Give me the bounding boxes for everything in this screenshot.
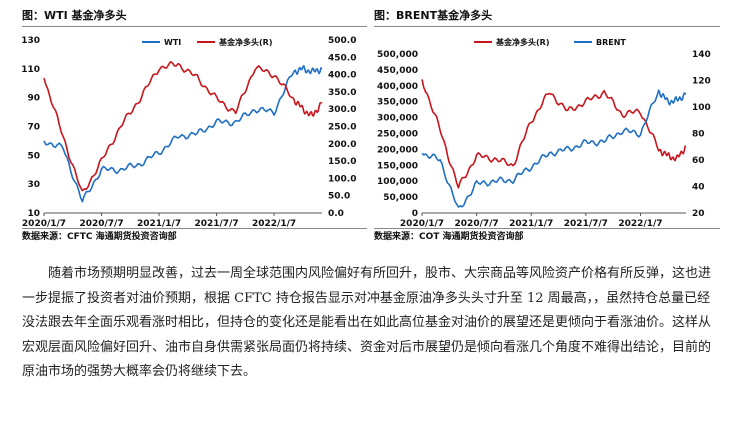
y-left-tick-label: 400,000 [377, 82, 418, 92]
y-left-tick-label: 50,000 [383, 193, 418, 203]
source-divider [374, 228, 720, 229]
title-divider [374, 26, 720, 27]
series-line-1 [43, 60, 323, 192]
y-left-tick-label: 250,000 [377, 130, 418, 140]
y-left-tick-label: 30 [27, 180, 40, 190]
x-tick-label: 2020/1/7 [400, 219, 444, 229]
y-left-tick-label: 100,000 [377, 177, 418, 187]
legend-label: BRENT [596, 38, 626, 47]
y-right-tick-label: 200.0 [328, 140, 356, 150]
y-right-tick-label: 150.0 [328, 157, 356, 167]
y-right-tick-label: 140 [692, 50, 711, 60]
brent-chart-panel: 图：BRENT基金净多头 0 50,000 100,000 150,000 200,00… [374, 8, 720, 242]
series-line-1 [421, 89, 686, 208]
x-tick-label: 2020/1/7 [22, 219, 66, 229]
brent-chart-svg: 0 50,000 100,000 150,000 200,000 250,000 300,0… [377, 37, 711, 229]
y-right-tick-label: 0.0 [328, 209, 344, 219]
x-tick-label: 2020/7/7 [79, 219, 123, 229]
x-tick-label: 2020/7/7 [455, 219, 499, 229]
y-left-tick-label: 70 [27, 123, 40, 133]
y-left-tick-label: 500,000 [377, 50, 418, 60]
series-line-0 [421, 79, 687, 189]
y-right-tick-label: 300.0 [328, 105, 356, 115]
y-left-tick-label: 110 [21, 65, 40, 75]
y-left-tick-label: 150,000 [377, 161, 418, 171]
y-right-tick-label: 50.0 [328, 192, 350, 202]
x-tick-label: 2021/1/7 [509, 219, 553, 229]
brent-chart-source: 数据来源：COT 海通期货投资咨询部 [374, 232, 524, 242]
y-right-tick-label: 350.0 [328, 88, 356, 98]
y-right-tick-label: 80 [692, 130, 705, 140]
wti-chart-title: 图：WTI 基金净多头 [22, 9, 127, 22]
wti-chart-svg: 10 30 50 70 90 110 130 0.0 50.0 100.0 150.0 200.0 25… [21, 36, 356, 229]
y-right-tick-label: 120 [692, 77, 711, 87]
y-left-tick-label: 300,000 [377, 114, 418, 124]
y-right-tick-label: 450.0 [328, 53, 356, 63]
y-left-tick-label: 450,000 [377, 66, 418, 76]
y-right-tick-label: 60 [692, 156, 705, 166]
y-left-tick-label: 10 [27, 209, 40, 219]
source-divider [22, 228, 367, 229]
x-tick-label: 2021/1/7 [137, 219, 181, 229]
y-right-tick-label: 100 [692, 103, 711, 113]
y-left-tick-label: 350,000 [377, 98, 418, 108]
legend-label: WTI [164, 38, 181, 47]
x-tick-label: 2021/7/7 [194, 219, 238, 229]
y-right-tick-label: 500.0 [328, 36, 356, 46]
y-right-tick-label: 400.0 [328, 71, 356, 81]
y-left-tick-label: 200,000 [377, 145, 418, 155]
x-tick-label: 2021/7/7 [564, 219, 608, 229]
x-tick-label: 2022/1/7 [618, 219, 662, 229]
analysis-paragraph: 随着市场预期明显改善，过去一周全球范围内风险偏好有所回升，股市、大宗商品等风险资… [22, 266, 712, 379]
legend-label: 基金净多头(R) [218, 37, 272, 47]
brent-chart-title: 图：BRENT基金净多头 [374, 9, 493, 22]
y-right-tick-label: 250.0 [328, 123, 356, 133]
x-tick-label: 2022/1/7 [252, 219, 296, 229]
y-right-tick-label: 100.0 [328, 174, 356, 184]
y-left-tick-label: 50 [27, 151, 40, 161]
y-left-tick-label: 0 [412, 209, 418, 219]
y-right-tick-label: 20 [692, 209, 705, 219]
series-line-0 [43, 65, 323, 203]
title-divider [22, 26, 367, 27]
y-left-tick-label: 130 [21, 36, 40, 46]
wti-chart-source: 数据来源：CFTC 海通期货投资咨询部 [22, 232, 177, 242]
wti-chart-panel: 图：WTI 基金净多头 10 30 50 70 90 110 130 0.0 50.0 100.0… [21, 8, 367, 242]
legend-label: 基金净多头(R) [495, 37, 549, 47]
y-right-tick-label: 40 [692, 183, 705, 193]
y-left-tick-label: 90 [27, 94, 40, 104]
